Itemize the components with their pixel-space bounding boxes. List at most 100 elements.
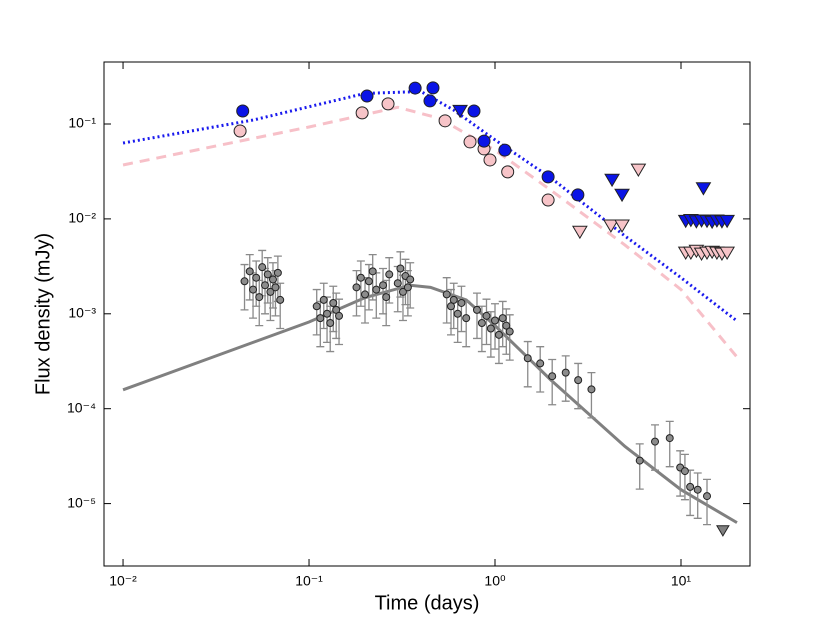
error-bar xyxy=(693,472,702,519)
error-bar xyxy=(574,362,583,410)
data-point xyxy=(472,305,481,314)
data-point xyxy=(273,268,282,277)
data-point xyxy=(266,287,275,296)
data-point xyxy=(361,290,370,299)
upper-limit xyxy=(604,173,620,188)
data-point xyxy=(501,165,515,179)
data-point xyxy=(379,281,388,290)
data-point xyxy=(255,293,264,302)
error-bar xyxy=(680,453,689,501)
data-point xyxy=(316,314,325,323)
data-point xyxy=(665,434,674,443)
error-bar xyxy=(676,450,685,497)
data-point xyxy=(491,316,500,325)
error-bar xyxy=(482,298,491,346)
y-tick-label: 10⁻¹ xyxy=(68,115,96,131)
data-point xyxy=(382,293,391,302)
data-point xyxy=(372,285,381,294)
data-point xyxy=(268,275,277,284)
data-point xyxy=(482,311,491,320)
error-bar xyxy=(462,300,471,348)
data-point xyxy=(258,263,267,272)
data-point xyxy=(408,81,422,95)
data-point xyxy=(541,170,555,184)
data-point xyxy=(240,277,249,286)
error-bar xyxy=(587,371,596,419)
data-point xyxy=(494,330,503,339)
data-point xyxy=(442,290,451,299)
data-point xyxy=(276,295,285,304)
data-point xyxy=(364,277,373,286)
data-point xyxy=(651,437,660,446)
data-point xyxy=(505,327,514,336)
data-point xyxy=(236,104,250,118)
data-point xyxy=(536,359,545,368)
data-point xyxy=(686,482,695,491)
data-point xyxy=(393,279,402,288)
data-point xyxy=(312,302,321,311)
error-bar xyxy=(536,346,545,393)
error-bar xyxy=(561,355,570,402)
y-tick-label: 10⁻³ xyxy=(68,304,96,320)
error-bar xyxy=(356,260,365,307)
upper-limit xyxy=(630,163,647,177)
data-point xyxy=(263,270,272,279)
data-point xyxy=(360,89,374,103)
data-point xyxy=(486,324,495,333)
upper-limit xyxy=(695,182,712,196)
error-bar xyxy=(368,253,377,301)
data-point xyxy=(335,311,344,320)
data-point xyxy=(693,485,702,494)
x-axis-label: Time (days) xyxy=(375,592,480,614)
model-line xyxy=(122,89,738,323)
data-point xyxy=(561,368,570,377)
error-bar xyxy=(635,443,644,490)
error-bar xyxy=(486,311,495,358)
data-point xyxy=(398,287,407,296)
upper-limit xyxy=(716,525,730,537)
error-bar xyxy=(457,285,466,333)
data-point xyxy=(453,309,462,318)
error-bar xyxy=(505,314,514,361)
data-point xyxy=(574,376,583,385)
data-point xyxy=(329,298,338,307)
data-point xyxy=(406,275,415,284)
data-point xyxy=(396,264,405,273)
upper-limit xyxy=(719,214,735,229)
data-point xyxy=(233,124,247,138)
x-tick-label: 10⁻¹ xyxy=(295,573,323,589)
error-bar xyxy=(335,298,344,346)
error-bar xyxy=(491,303,500,350)
upper-limit xyxy=(452,104,468,119)
data-point xyxy=(323,309,332,318)
data-point xyxy=(252,273,261,282)
data-point xyxy=(462,314,471,323)
y-tick-label: 10⁻⁵ xyxy=(67,494,96,510)
data-point xyxy=(483,153,497,167)
error-bar xyxy=(240,263,249,311)
x-tick-label: 10¹ xyxy=(671,573,692,589)
upper-limit xyxy=(719,246,735,261)
data-point xyxy=(502,321,511,330)
data-point xyxy=(523,354,532,363)
data-point xyxy=(368,267,377,276)
error-bar xyxy=(477,305,486,353)
data-point xyxy=(426,81,440,95)
data-point xyxy=(352,283,361,292)
data-point xyxy=(477,318,486,327)
model-line xyxy=(122,283,738,524)
y-axis-label: Flux density (mJy) xyxy=(32,233,54,395)
data-point xyxy=(381,97,395,111)
error-bar xyxy=(442,277,451,324)
data-point xyxy=(587,385,596,394)
error-bar xyxy=(352,269,361,317)
data-point xyxy=(457,298,466,307)
error-bar xyxy=(548,358,557,406)
data-point xyxy=(571,188,585,202)
data-point xyxy=(477,134,491,148)
model-line xyxy=(122,105,739,359)
data-point xyxy=(467,104,481,118)
data-point xyxy=(261,281,270,290)
error-bar xyxy=(276,282,285,330)
